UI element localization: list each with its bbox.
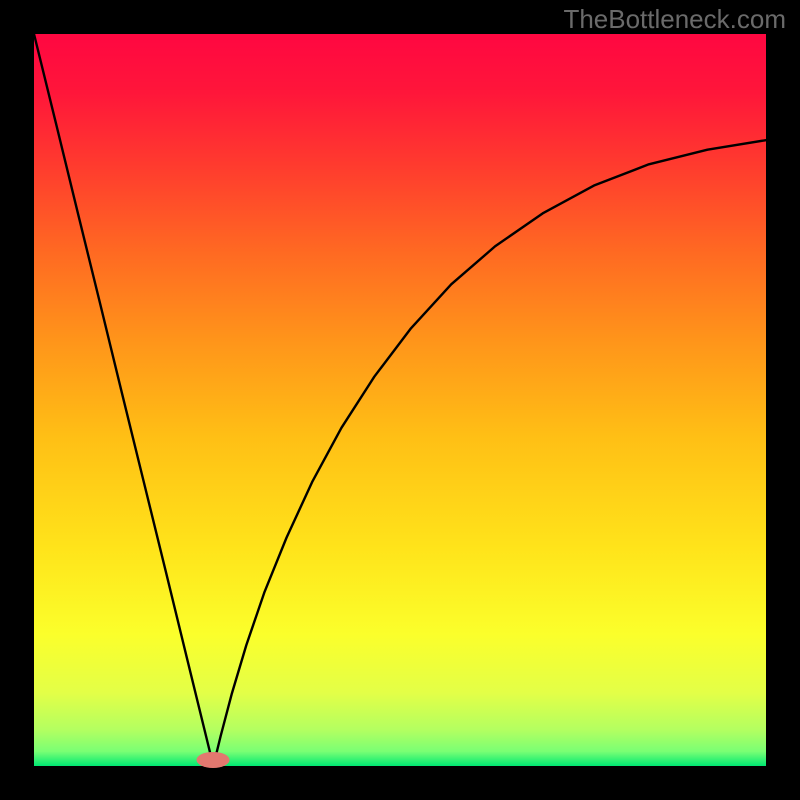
curve-path <box>34 34 766 766</box>
bottleneck-curve <box>34 34 766 766</box>
plot-area <box>34 34 766 766</box>
watermark-text: TheBottleneck.com <box>563 4 786 35</box>
minimum-marker <box>197 752 230 768</box>
chart-canvas: TheBottleneck.com <box>0 0 800 800</box>
